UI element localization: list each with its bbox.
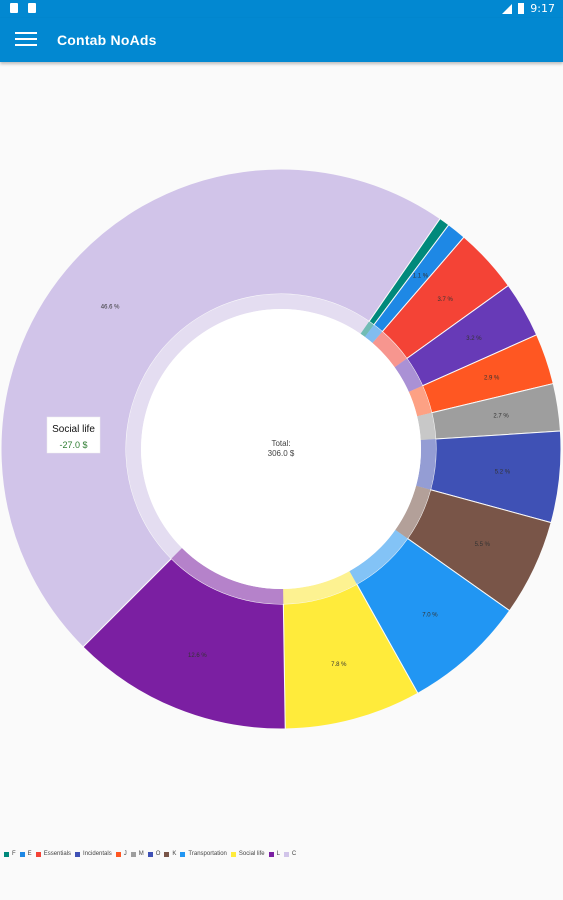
center-total-value: 306.0 $ (268, 449, 295, 458)
signal-icon (502, 3, 513, 14)
legend-label: E (27, 851, 32, 857)
legend-swatch (115, 851, 121, 857)
slice-label: 3.7 % (437, 297, 453, 303)
legend-swatch (164, 851, 170, 857)
status-time: 9:17 (530, 2, 555, 15)
status-bar: 9:17 (0, 0, 563, 18)
slice-label: 5.2 % (495, 469, 511, 475)
slice-inner-band (394, 358, 423, 392)
legend-label: K (172, 851, 177, 857)
legend-item: Incidentals (75, 851, 112, 857)
legend-swatch (180, 851, 186, 857)
legend-label: L (276, 851, 280, 857)
slice-tooltip: Social life -27.0 $ (46, 416, 101, 454)
slice-inner-band (372, 331, 407, 368)
legend-label: M (138, 851, 144, 857)
slice-inner-band (408, 385, 432, 417)
legend-label: F (12, 851, 16, 857)
legend-swatch (19, 851, 25, 857)
donut-hole (141, 309, 421, 589)
tooltip-value: -27.0 $ (59, 440, 87, 450)
slice-label: 46.6 % (101, 305, 120, 311)
legend-swatch (230, 851, 236, 857)
legend-label: Social life (238, 851, 265, 857)
legend-label: Essentials (43, 851, 72, 857)
slice-label: 12.6 % (188, 653, 207, 659)
legend-item: F (4, 851, 16, 857)
legend-item: J (115, 851, 127, 857)
slice-label: 7.0 % (422, 612, 438, 618)
chart-legend: F E Essentials Incidentals J M O K Transportatio… (4, 851, 559, 857)
legend-label: Transportation (188, 851, 227, 857)
legend-label: J (123, 851, 127, 857)
donut-chart[interactable]: 46.6 % 1.1 % 3.7 % 3.2 % 2.9 % 2.7 % 5.2 % 5.5 … (0, 62, 563, 842)
legend-label: C (291, 851, 297, 857)
battery-icon (518, 3, 525, 14)
slice-label: 2.7 % (493, 414, 509, 420)
legend-item: E (19, 851, 32, 857)
slice-inner-band (171, 547, 284, 604)
legend-item: C (283, 851, 297, 857)
notification-icon (10, 3, 18, 13)
app-bar: Contab NoAds (0, 18, 563, 62)
legend-swatch (75, 851, 81, 857)
slice-label: 2.9 % (484, 375, 500, 381)
legend-swatch (35, 851, 41, 857)
legend-swatch (283, 851, 289, 857)
slice-label: 7.8 % (331, 662, 347, 668)
app-title: Contab NoAds (57, 32, 157, 48)
legend-swatch (130, 851, 136, 857)
slice-label: 1.1 % (413, 274, 429, 280)
legend-label: Incidentals (83, 851, 112, 857)
slice-inner-band (395, 485, 431, 539)
legend-swatch (268, 851, 274, 857)
storage-icon (28, 3, 36, 13)
slice-label: 3.2 % (466, 336, 482, 342)
legend-item: Essentials (35, 851, 72, 857)
slice-inner-band (349, 529, 408, 585)
legend-swatch (4, 851, 9, 857)
legend-swatch (147, 851, 153, 857)
tooltip-title: Social life (52, 424, 95, 435)
slice-inner-band (283, 571, 357, 604)
legend-item: L (268, 851, 280, 857)
legend-item: K (164, 851, 176, 857)
slice-label: 5.5 % (475, 542, 491, 548)
legend-item: O (147, 851, 161, 857)
legend-item: Social life (230, 851, 265, 857)
slice-inner-band (126, 294, 370, 559)
legend-item: Transportation (180, 851, 227, 857)
slice-inner-band (364, 324, 383, 344)
slice-inner-band (416, 439, 436, 490)
legend-item: M (130, 851, 144, 857)
menu-icon[interactable] (15, 32, 37, 48)
slice-inner-band (360, 321, 374, 337)
legend-label: O (155, 851, 161, 857)
center-total-label: Total: (271, 439, 290, 448)
slice-inner-band (417, 412, 436, 441)
